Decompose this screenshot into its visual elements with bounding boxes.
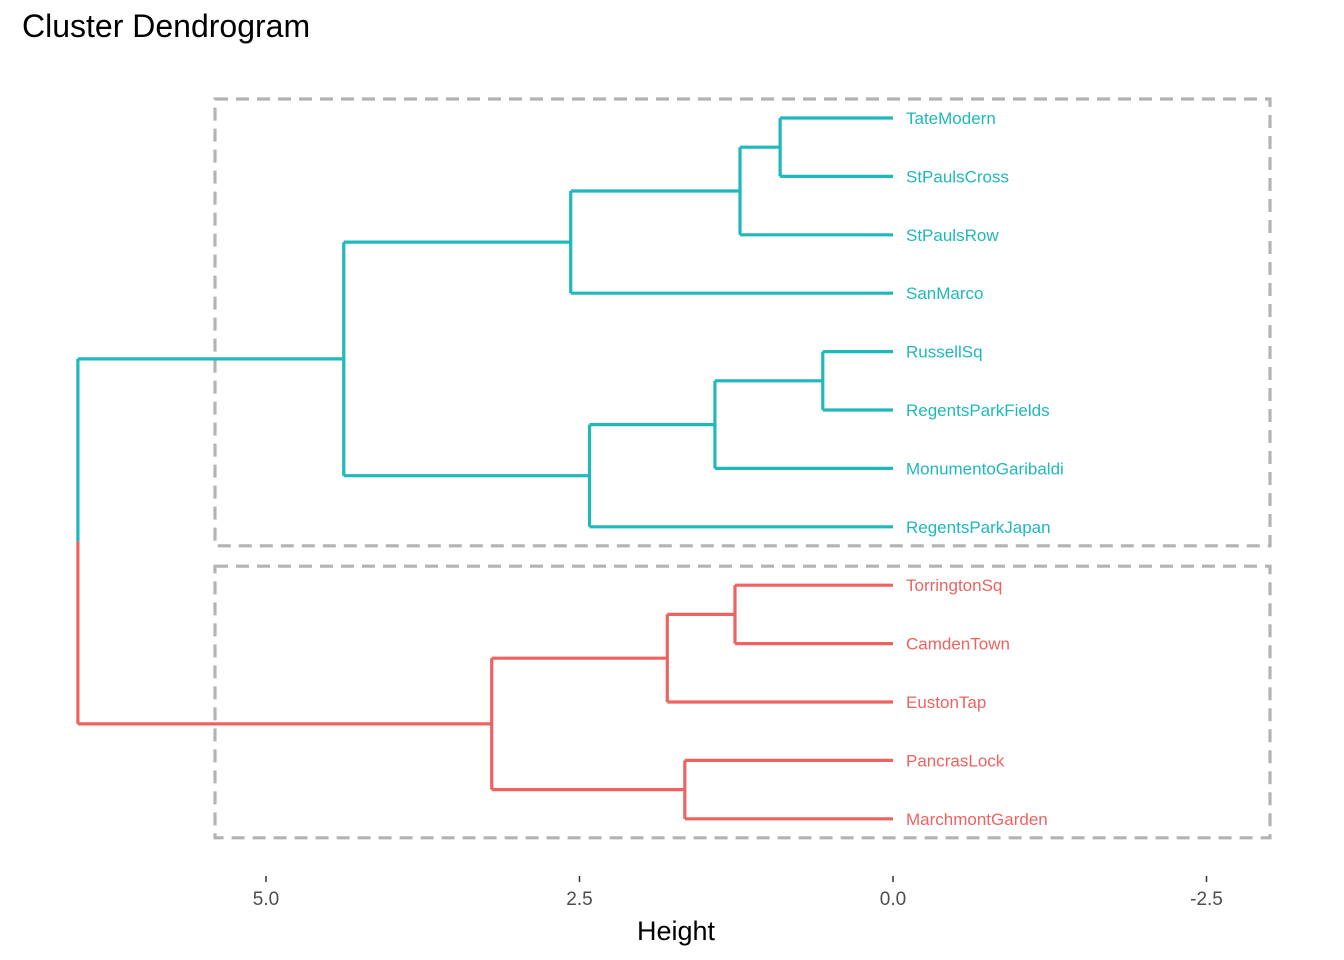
leaf-label: MarchmontGarden bbox=[906, 810, 1048, 829]
leaf-label: StPaulsRow bbox=[906, 226, 999, 245]
leaf-label: MonumentoGaribaldi bbox=[906, 459, 1064, 478]
x-tick-label: 2.5 bbox=[566, 889, 592, 910]
cluster-rect-1 bbox=[213, 97, 1272, 548]
leaf-label: RussellSq bbox=[906, 343, 983, 362]
x-axis-title: Height bbox=[637, 916, 716, 946]
leaf-label: RegentsParkFields bbox=[906, 401, 1050, 420]
cluster-rect-2 bbox=[213, 564, 1272, 840]
leaf-label: SanMarco bbox=[906, 284, 983, 303]
leaf-label: EustonTap bbox=[906, 693, 986, 712]
chart-title: Cluster Dendrogram bbox=[22, 8, 311, 44]
leaf-label: StPaulsCross bbox=[906, 167, 1009, 186]
leaf-label: PancrasLock bbox=[906, 751, 1005, 770]
x-tick-label: 0.0 bbox=[880, 889, 906, 910]
leaf-label: TateModern bbox=[906, 109, 996, 128]
x-tick-label: -2.5 bbox=[1190, 889, 1223, 910]
leaf-label: CamdenTown bbox=[906, 635, 1010, 654]
leaf-label: TorringtonSq bbox=[906, 576, 1002, 595]
x-tick-label: 5.0 bbox=[253, 889, 279, 910]
leaf-label: RegentsParkJapan bbox=[906, 518, 1051, 537]
